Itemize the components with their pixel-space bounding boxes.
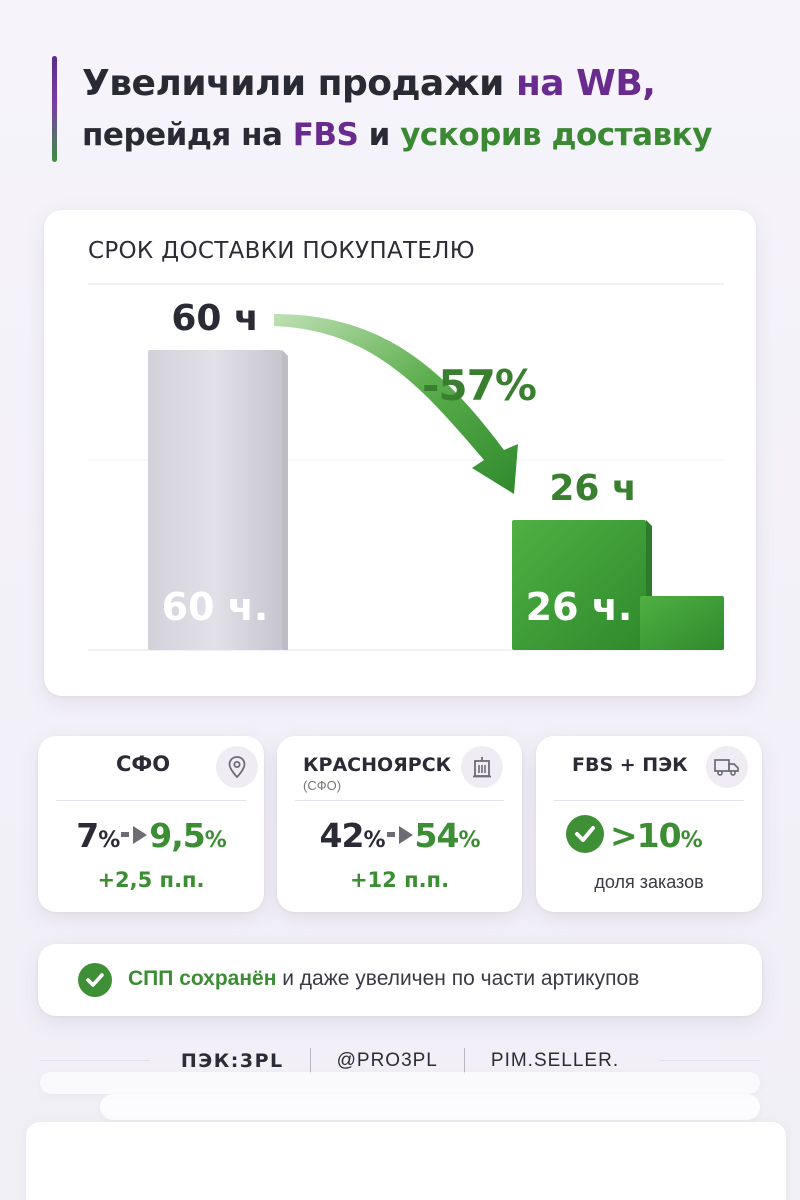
title-line2-c: и bbox=[358, 117, 401, 153]
title-line1-b: на WB, bbox=[515, 63, 656, 104]
delivery-time-chart-card: СРОК ДОСТАВКИ ПОКУПАТЕЛЮ 60 ч. 60 ч 26 ч. 2… bbox=[44, 210, 756, 696]
stat-label-fbs: FBS + ПЭК bbox=[572, 754, 688, 776]
stat-delta-sfo: +2,5 п.п. bbox=[97, 868, 205, 892]
spp-text: СПП сохранён и даже увеличен по части ар… bbox=[128, 967, 639, 991]
stat-from-sfo: 7 bbox=[76, 816, 99, 855]
stat-sublabel-krasnoyarsk: (СФО) bbox=[303, 778, 342, 793]
ghost-card bbox=[40, 1072, 760, 1094]
location-pin-icon bbox=[216, 746, 258, 788]
ghost-card bbox=[26, 1122, 786, 1200]
stat-label-sfo: СФО bbox=[116, 752, 171, 776]
arrow-head bbox=[398, 825, 413, 844]
bar-inner-label-1: 60 ч. bbox=[162, 585, 269, 629]
stat-divider bbox=[554, 800, 744, 801]
bar-top-label-1: 60 ч bbox=[171, 298, 258, 339]
chart-title: СРОК ДОСТАВКИ ПОКУПАТЕЛЮ bbox=[88, 238, 475, 264]
footer-brand-pek: ПЭК:3PL bbox=[180, 1050, 284, 1072]
unit: % bbox=[98, 828, 120, 853]
stat-to-krasnoyarsk: 54 bbox=[414, 816, 460, 855]
check-icon bbox=[566, 814, 604, 853]
footer-separator bbox=[309, 1048, 311, 1074]
footer-brand-pro3pl: @PRO3PL bbox=[336, 1050, 438, 1071]
unit: % bbox=[458, 828, 480, 853]
title-line2-d: ускорив доставку bbox=[400, 117, 712, 153]
stat-note-fbs: доля заказов bbox=[594, 872, 704, 892]
stat-label-krasnoyarsk: КРАСНОЯРСК bbox=[303, 754, 452, 776]
check-icon bbox=[78, 963, 112, 997]
change-label: -57% bbox=[422, 361, 536, 410]
stat-value-fbs-number: >10 bbox=[610, 816, 682, 855]
building-icon bbox=[461, 746, 503, 788]
truck-icon bbox=[706, 746, 748, 788]
stat-change-sfo: 7% 9,5% bbox=[38, 816, 264, 855]
delivery-time-chart: 60 ч. 60 ч 26 ч. 26 ч -57% bbox=[88, 283, 724, 651]
spp-text-bold: СПП сохранён bbox=[128, 967, 277, 990]
arrow-right-icon bbox=[121, 832, 130, 837]
stat-to-sfo: 9,5 bbox=[149, 816, 205, 855]
footer-brands: ПЭК:3PL @PRO3PL PIM.SELLER. bbox=[0, 1046, 800, 1076]
arrow-right-icon bbox=[386, 832, 395, 837]
bar-accent-block bbox=[640, 596, 724, 650]
footer-separator bbox=[463, 1048, 465, 1074]
unit: % bbox=[680, 828, 703, 853]
ghost-card bbox=[100, 1094, 760, 1120]
stat-delta-krasnoyarsk: +12 п.п. bbox=[349, 868, 450, 892]
bar-inner-label-2: 26 ч. bbox=[526, 585, 633, 629]
spp-text-rest: и даже увеличен по части артикупов bbox=[276, 967, 640, 990]
stat-divider bbox=[56, 800, 246, 801]
footer-divider-left bbox=[40, 1060, 150, 1061]
bar-2 bbox=[512, 520, 646, 650]
stat-value-fbs: >10% bbox=[536, 814, 762, 857]
stat-card-krasnoyarsk: КРАСНОЯРСК (СФО) 42% 54% +12 п.п. bbox=[277, 736, 522, 912]
arrow-head bbox=[133, 825, 148, 844]
title-accent-bar bbox=[52, 56, 57, 162]
decrease-arrow bbox=[274, 314, 518, 494]
footer-divider-right bbox=[660, 1060, 760, 1061]
stat-divider bbox=[295, 800, 504, 801]
bar-top-label-2: 26 ч bbox=[549, 468, 636, 509]
stat-card-fbs: FBS + ПЭК >10% доля заказов bbox=[536, 736, 762, 912]
bar-1 bbox=[148, 350, 282, 650]
bar-side-1 bbox=[282, 350, 288, 650]
spp-banner: СПП сохранён и даже увеличен по части ар… bbox=[38, 944, 762, 1016]
title-fbs: FBS bbox=[292, 117, 359, 153]
title-line2-a: перейдя на bbox=[82, 117, 293, 153]
title-line1-a: Увеличили продажи bbox=[82, 63, 516, 104]
footer-brand-pimseller: PIM.SELLER. bbox=[490, 1050, 620, 1071]
unit: % bbox=[363, 828, 385, 853]
page-title: Увеличили продажи на WB, перейдя на FBS … bbox=[82, 58, 782, 160]
unit: % bbox=[204, 828, 227, 853]
stat-card-sfo: СФО 7% 9,5% +2,5 п.п. bbox=[38, 736, 264, 912]
stat-from-krasnoyarsk: 42 bbox=[319, 816, 365, 855]
stat-change-krasnoyarsk: 42% 54% bbox=[277, 816, 522, 855]
